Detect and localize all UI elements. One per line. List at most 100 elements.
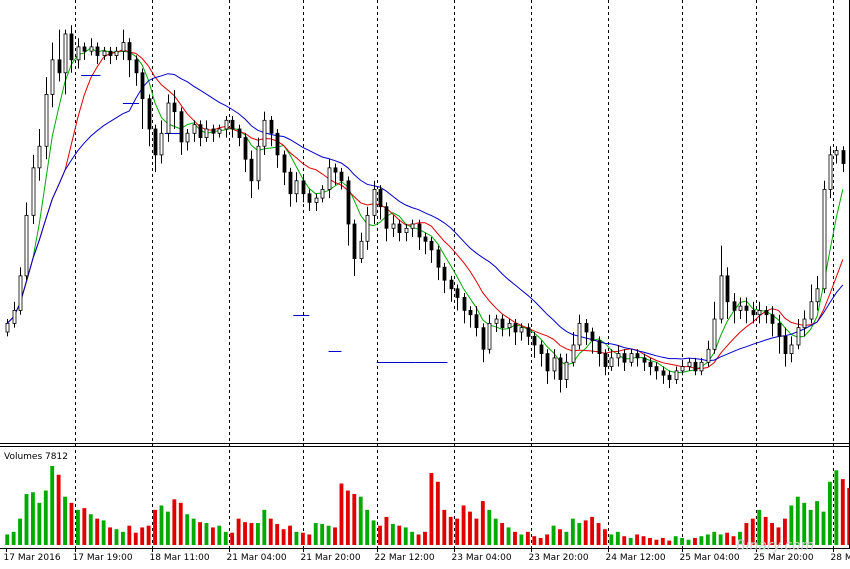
candle-body [238,129,241,138]
candle-body [58,60,61,73]
candle-body [308,194,311,203]
volume-bar [378,526,382,545]
candle-body [578,323,581,345]
candle-body [392,224,395,228]
candle-body [38,146,41,168]
volume-bar [693,538,697,545]
candle-body [295,181,298,194]
volume-bar [37,503,41,545]
candle-body [469,310,472,314]
volume-bar [519,534,523,545]
volume-bar [346,491,350,545]
candle-body [508,323,511,327]
candle-body [745,306,748,310]
candle-body [835,151,838,155]
volume-bar [417,534,421,545]
candle-body [778,323,781,336]
volume-bar [327,526,331,545]
volume-bar [224,532,228,545]
candle-body [244,138,247,160]
x-tick-label: 18 Mar 11:00 [150,553,210,563]
volume-bar [687,540,691,545]
volume-bar [333,527,337,545]
volume-bar [410,532,414,545]
candle-body [726,276,729,302]
volume-bar [597,523,601,545]
candle-body [559,358,562,380]
candle-body [475,315,478,328]
volume-bar [230,533,234,545]
volume-bar [429,473,433,545]
volume-bar [828,482,832,545]
candle-body [810,302,813,319]
volume-bar [481,501,485,545]
candle-body [45,94,48,146]
volume-bar [507,527,511,545]
volume-bar [564,532,568,545]
volume-bar [237,519,241,545]
candle-body [636,354,639,358]
candle-body [135,60,138,73]
candle-body [103,51,106,55]
candle-body [495,319,498,323]
volume-bar [539,538,543,545]
volume-bar [282,529,286,545]
candle-body [128,43,131,60]
candle-body [456,289,459,298]
x-tick-label: 21 Mar 20:00 [301,553,361,563]
watermark-text: Binary.com [736,538,814,554]
candle-body [212,129,215,133]
volume-bar [532,536,536,545]
volume-bar [211,527,215,545]
x-tick-label: 23 Mar 20:00 [529,553,589,563]
volume-bar [732,536,736,545]
volume-bar [288,526,292,545]
x-tick-label: 23 Mar 04:00 [452,553,512,563]
volume-bar [834,470,838,545]
x-tick-label: 17 Mar 19:00 [73,553,133,563]
candle-body [13,310,16,323]
candle-body [83,47,86,51]
candle-body [90,47,93,51]
x-tick-label: 24 Mar 12:00 [606,553,666,563]
candle-body [302,181,305,194]
volume-bar [217,526,221,545]
volume-bar [307,534,311,545]
volume-bar [468,512,472,545]
candle-body [546,354,549,371]
candle-body [32,168,35,216]
volume-bar [301,533,305,545]
volume-bar [134,533,138,545]
volume-bar [404,527,408,545]
candle-body [842,151,845,164]
volume-bar [822,512,826,545]
volume-bar [622,536,626,545]
volume-bar [385,517,389,545]
volume-bar [449,517,453,545]
volume-bar [153,510,157,545]
candle-body [283,155,286,172]
candle-body [373,189,376,215]
candle-body [276,133,279,155]
volume-bar [725,533,729,545]
volume-label: Volumes 7812 [4,452,68,462]
candle-body [77,47,80,60]
candle-body [829,155,832,190]
candle-body [411,224,414,228]
volume-bar [629,538,633,545]
candle-body [816,289,819,302]
candle-body [752,310,755,314]
x-tick-label: 25 Mar 20:00 [754,553,814,563]
candle-body [321,189,324,198]
candle-body [662,371,665,375]
candle-body [19,276,22,311]
candle-body [70,34,73,60]
candle-body [122,43,125,52]
candle-body [623,354,626,363]
x-tick-label: 21 Mar 04:00 [227,553,287,563]
volume-bar [314,523,318,545]
volume-bar [269,519,273,545]
volume-bar [179,503,183,545]
volume-bar [166,512,170,545]
